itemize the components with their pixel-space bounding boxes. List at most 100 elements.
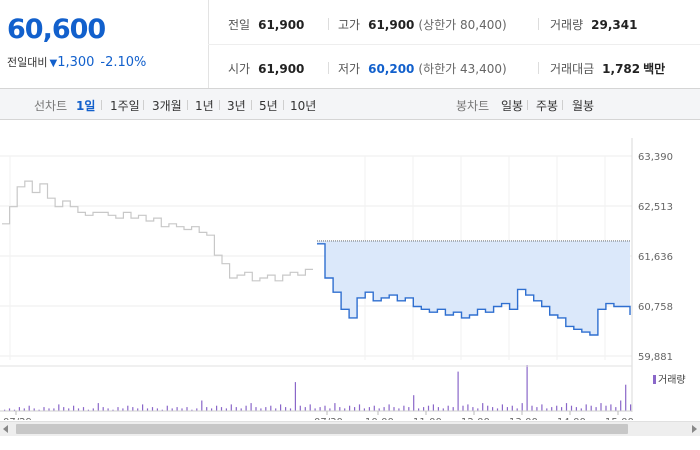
scroll-thumb[interactable] xyxy=(16,424,628,434)
volume-bar xyxy=(161,409,163,411)
volume-bar xyxy=(442,408,444,411)
volume-bar xyxy=(38,409,40,411)
volume-bar xyxy=(58,404,60,411)
x-tick-label: 07/30 xyxy=(314,417,343,420)
scroll-left-icon[interactable] xyxy=(3,425,8,433)
volume-bar xyxy=(289,408,292,411)
stat-prev-close: 전일 61,900 xyxy=(228,16,304,33)
chart-scrollbar[interactable] xyxy=(0,421,700,436)
divider xyxy=(562,100,563,110)
volume-bar xyxy=(482,403,484,411)
divider xyxy=(251,100,252,110)
period-1y[interactable]: 1년 xyxy=(195,99,214,113)
divider xyxy=(328,18,329,30)
volume-bar xyxy=(265,407,267,411)
volume-bar xyxy=(506,407,508,411)
stat-open: 시가 61,900 xyxy=(228,60,304,77)
volume-bar xyxy=(580,408,582,411)
change-value: 1,300 xyxy=(57,55,95,70)
volume-bar xyxy=(137,408,139,411)
line-chart-label: 선차트 xyxy=(34,99,68,113)
volume-bar xyxy=(299,405,301,411)
volume-bar xyxy=(146,408,149,411)
today-line xyxy=(317,243,631,336)
volume-bar xyxy=(235,407,237,411)
volume-bar xyxy=(595,407,597,411)
today-fill xyxy=(317,240,630,335)
period-1w[interactable]: 1주일 xyxy=(110,99,140,113)
candle-weekly[interactable]: 주봉 xyxy=(536,99,559,113)
volume-bar xyxy=(280,404,282,411)
volume-bar xyxy=(427,405,430,411)
y-tick-label: 63,390 xyxy=(638,152,673,163)
lower-limit: (하한가 43,400) xyxy=(418,62,507,76)
volume-legend: 거래량 xyxy=(653,371,686,386)
volume-bar xyxy=(82,407,85,411)
volume-bar xyxy=(245,405,247,411)
y-tick-label: 60,758 xyxy=(638,302,673,313)
volume-bar xyxy=(546,408,548,411)
period-10y[interactable]: 10년 xyxy=(290,99,317,113)
volume-bar xyxy=(590,405,592,411)
stat-value: 29,341 xyxy=(591,18,638,32)
volume-bar xyxy=(358,404,361,411)
price-chart[interactable]: 63,390 62,513 61,636 60,758 59,881 07/29 07/3… xyxy=(0,120,700,420)
volume-bar xyxy=(156,408,158,411)
stat-value: 1,782 xyxy=(602,62,641,76)
volume-bar xyxy=(13,409,16,411)
volume-bar xyxy=(171,408,173,411)
volume-bar xyxy=(423,407,425,411)
volume-bar xyxy=(496,408,499,411)
volume-bar xyxy=(368,407,370,411)
candle-monthly[interactable]: 월봉 xyxy=(572,99,595,113)
divider xyxy=(538,62,539,74)
stat-low: 저가 60,200 (하한가 43,400) xyxy=(338,60,507,77)
volume-bar xyxy=(373,405,375,411)
volume-bar xyxy=(615,407,617,411)
volume-bar xyxy=(570,405,573,411)
volume-bar xyxy=(117,407,119,411)
stat-value: 61,900 xyxy=(368,18,415,32)
period-5y[interactable]: 5년 xyxy=(259,99,278,113)
x-tick-label: 11:00 xyxy=(413,417,442,420)
volume-bar xyxy=(102,407,104,411)
price-change: 전일대비 ▼1,300 -2.10% xyxy=(7,54,146,70)
volume-bar xyxy=(18,407,20,411)
volume-bar xyxy=(447,405,449,411)
stat-label: 고가 xyxy=(338,18,361,32)
volume-bar xyxy=(186,407,188,411)
today-area xyxy=(317,240,630,335)
volume-bar xyxy=(73,405,75,411)
period-1d[interactable]: 1일 xyxy=(76,99,96,113)
volume-bar xyxy=(151,407,154,411)
stat-label: 거래대금 xyxy=(550,62,595,76)
volume-bar xyxy=(8,408,11,411)
stat-unit: 백만 xyxy=(643,62,666,76)
volume-bar xyxy=(107,408,109,411)
volume-bar xyxy=(393,407,395,411)
divider xyxy=(527,100,528,110)
change-label: 전일대비 xyxy=(7,56,48,69)
volume-bar xyxy=(457,371,459,411)
volume-bar xyxy=(196,408,198,411)
volume-bar xyxy=(561,407,563,411)
stat-label: 시가 xyxy=(228,62,251,76)
stat-label: 거래량 xyxy=(550,18,584,32)
volume-bar xyxy=(142,404,144,411)
x-tick-label: 12:00 xyxy=(461,417,490,420)
stat-label: 저가 xyxy=(338,62,361,76)
volume-bar xyxy=(398,408,400,411)
volume-bar xyxy=(477,408,479,411)
volume-bar xyxy=(225,408,227,411)
divider xyxy=(283,100,284,110)
scroll-right-icon[interactable] xyxy=(692,425,697,433)
down-arrow-icon: ▼ xyxy=(49,58,58,69)
volume-bar xyxy=(250,403,252,411)
period-3y[interactable]: 3년 xyxy=(227,99,246,113)
period-3m[interactable]: 3개월 xyxy=(152,99,182,113)
period-bar: 선차트 1일 1주일 3개월 1년 3년 5년 10년 봉차트 일봉 주봉 월봉 xyxy=(0,89,700,120)
volume-bar xyxy=(63,407,65,411)
volume-bar xyxy=(521,403,523,411)
candle-daily[interactable]: 일봉 xyxy=(501,99,524,113)
change-rate: -2.10% xyxy=(100,55,147,70)
